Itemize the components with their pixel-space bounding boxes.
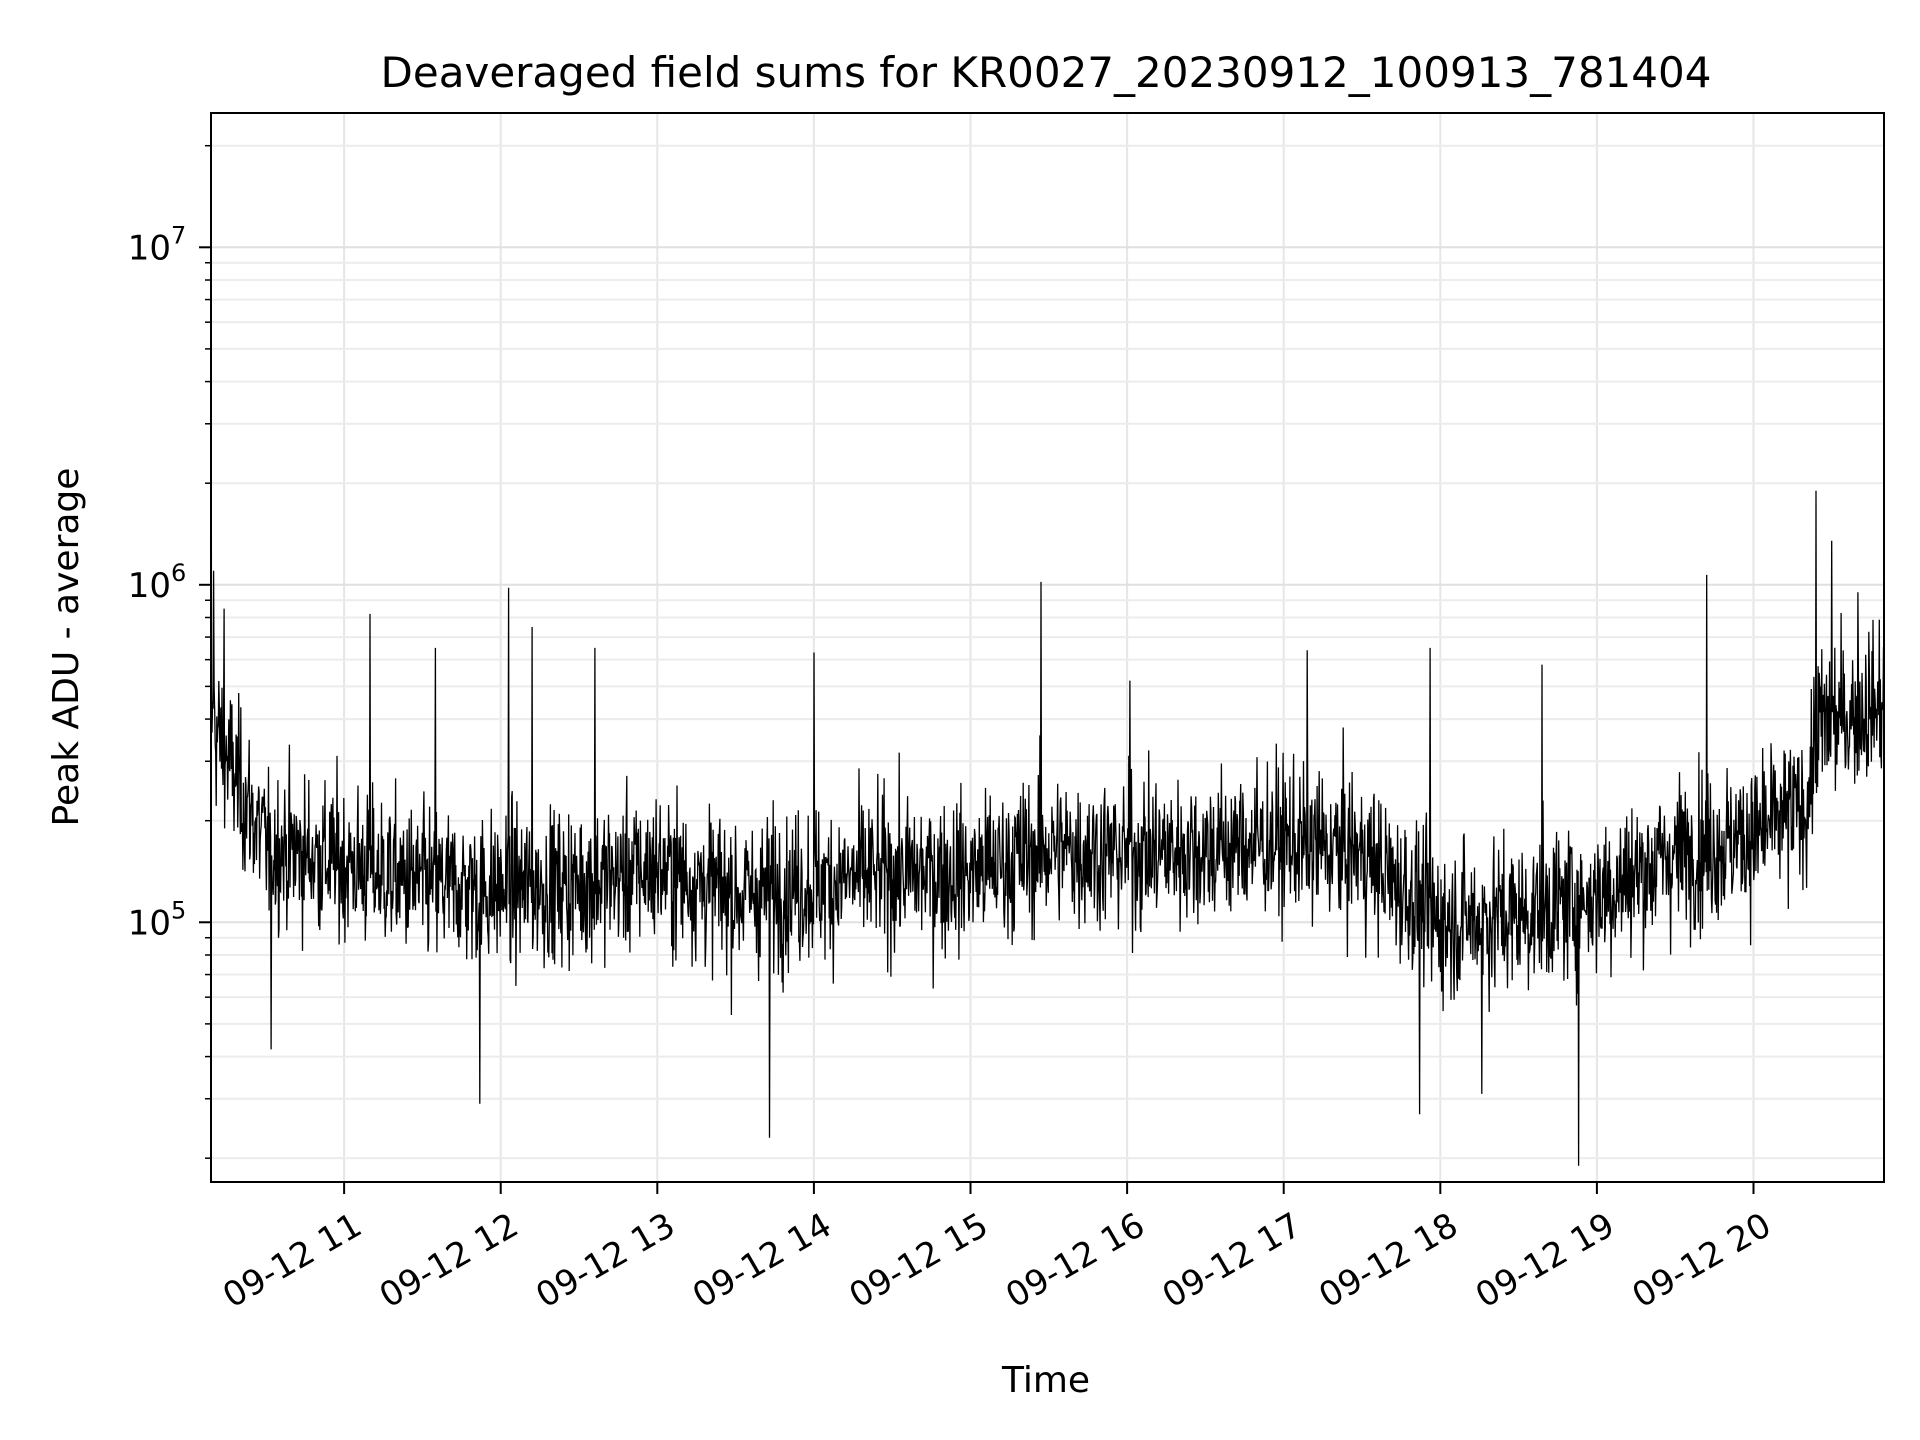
x-axis-label: Time [1001,1360,1090,1401]
y-tick-exponent: 7 [171,221,186,249]
plot-frame [210,112,1885,1183]
y-tick-label: 10 [128,903,171,943]
y-tick-exponent: 5 [171,896,186,924]
grid [211,113,1884,1182]
y-tick-label: 10 [128,566,171,606]
y-tick-exponent: 6 [171,559,186,587]
series-line [211,161,1884,1166]
chart-title: Deaveraged field sums for KR0027_2023091… [381,48,1712,97]
series-layer [211,161,1884,1166]
y-axis-label: Peak ADU - average [46,468,87,827]
y-tick-label: 10 [128,228,171,268]
